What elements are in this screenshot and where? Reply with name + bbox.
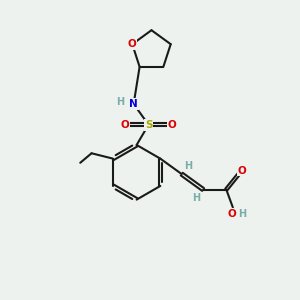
Text: N: N (129, 99, 138, 109)
Text: H: H (184, 161, 192, 171)
Text: H: H (193, 193, 201, 203)
Text: S: S (145, 120, 152, 130)
Text: H: H (238, 209, 246, 219)
Text: O: O (228, 209, 237, 219)
Text: O: O (120, 120, 129, 130)
Text: O: O (128, 39, 136, 49)
Text: O: O (168, 120, 177, 130)
Text: H: H (116, 97, 124, 106)
Text: O: O (238, 166, 247, 176)
